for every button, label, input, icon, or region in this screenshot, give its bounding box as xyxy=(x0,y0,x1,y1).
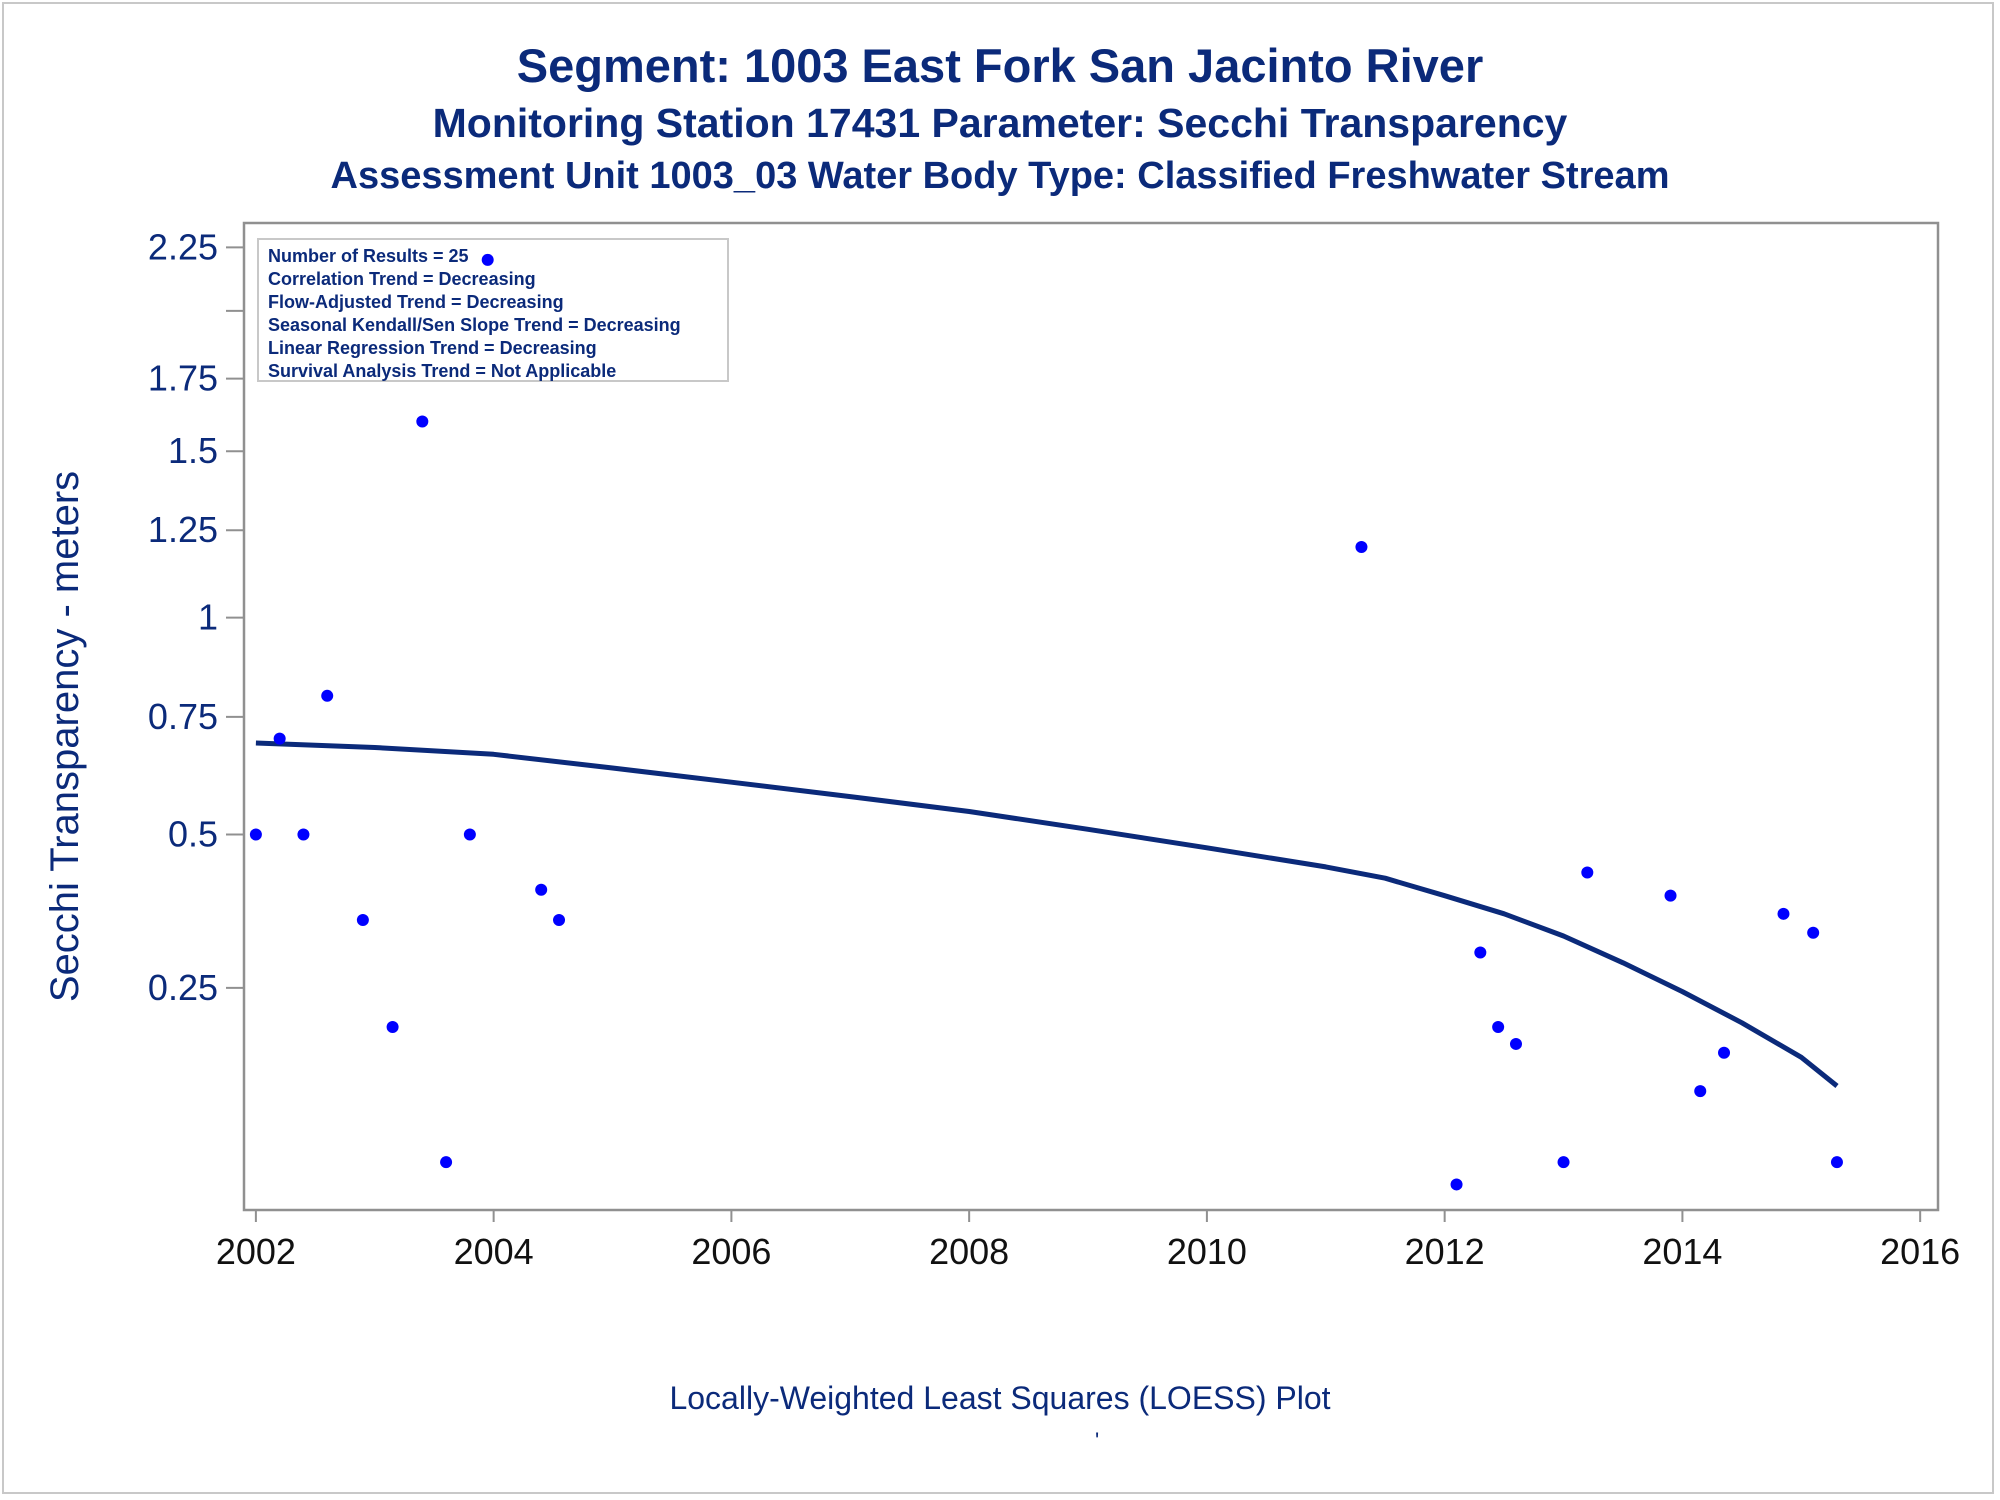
data-point xyxy=(1777,907,1790,920)
data-point xyxy=(481,253,494,266)
data-point xyxy=(356,914,369,927)
legend-line: Correlation Trend = Decreasing xyxy=(268,269,536,289)
x-tick-label: 2002 xyxy=(216,1231,296,1272)
plot-method-footnote: Locally-Weighted Least Squares (LOESS) P… xyxy=(669,1380,1331,1416)
legend-line: Linear Regression Trend = Decreasing xyxy=(268,338,597,358)
footnote-mark: ' xyxy=(1095,1428,1100,1453)
y-axis-label: Secchi Transparency - meters xyxy=(43,471,87,1002)
data-point xyxy=(1830,1156,1843,1169)
loess-trend-line xyxy=(255,740,1839,1088)
data-point xyxy=(416,415,429,428)
data-point xyxy=(1694,1085,1707,1098)
x-tick-label: 2016 xyxy=(1880,1231,1960,1272)
x-tick-label: 2006 xyxy=(691,1231,771,1272)
x-tick-label: 2014 xyxy=(1642,1231,1722,1272)
chart-title: Segment: 1003 East Fork San Jacinto Rive… xyxy=(516,39,1484,92)
legend-line: Flow-Adjusted Trend = Decreasing xyxy=(268,292,564,312)
y-tick-label: 1.5 xyxy=(168,430,218,471)
data-point xyxy=(1509,1037,1522,1050)
data-point xyxy=(1557,1156,1570,1169)
data-point xyxy=(1492,1020,1505,1033)
x-tick-label: 2010 xyxy=(1167,1231,1247,1272)
data-point xyxy=(1581,866,1594,879)
legend-line: Survival Analysis Trend = Not Applicable xyxy=(268,361,616,381)
data-point xyxy=(1664,889,1677,902)
legend-line: Number of Results = 25 xyxy=(268,246,469,266)
y-tick-label: 2.25 xyxy=(148,226,218,267)
data-point xyxy=(535,883,548,896)
data-point xyxy=(1355,540,1368,553)
x-tick-label: 2008 xyxy=(929,1231,1009,1272)
data-point xyxy=(1718,1046,1731,1059)
data-point xyxy=(440,1156,453,1169)
legend-box xyxy=(257,238,729,382)
y-tick-label: 1 xyxy=(198,597,218,638)
chart-subtitle-assessment: Assessment Unit 1003_03 Water Body Type:… xyxy=(330,155,1670,197)
data-point xyxy=(553,914,566,927)
y-tick-label: 0.25 xyxy=(148,967,218,1008)
y-tick-label: 1.25 xyxy=(148,509,218,550)
chart-subtitle-station: Monitoring Station 17431 Parameter: Secc… xyxy=(432,100,1568,146)
x-tick-label: 2004 xyxy=(454,1231,534,1272)
legend-line: Seasonal Kendall/Sen Slope Trend = Decre… xyxy=(268,315,681,335)
data-point xyxy=(386,1020,399,1033)
data-point xyxy=(1450,1178,1463,1191)
y-tick-label: 1.75 xyxy=(148,358,218,399)
y-tick-label: 0.5 xyxy=(168,814,218,855)
data-point xyxy=(1807,926,1820,939)
data-point xyxy=(321,689,334,702)
data-point xyxy=(1474,946,1487,959)
data-point xyxy=(463,828,476,841)
data-point xyxy=(273,732,286,745)
y-tick-label: 0.75 xyxy=(148,696,218,737)
x-tick-label: 2012 xyxy=(1405,1231,1485,1272)
data-point xyxy=(297,828,310,841)
data-point xyxy=(249,828,262,841)
